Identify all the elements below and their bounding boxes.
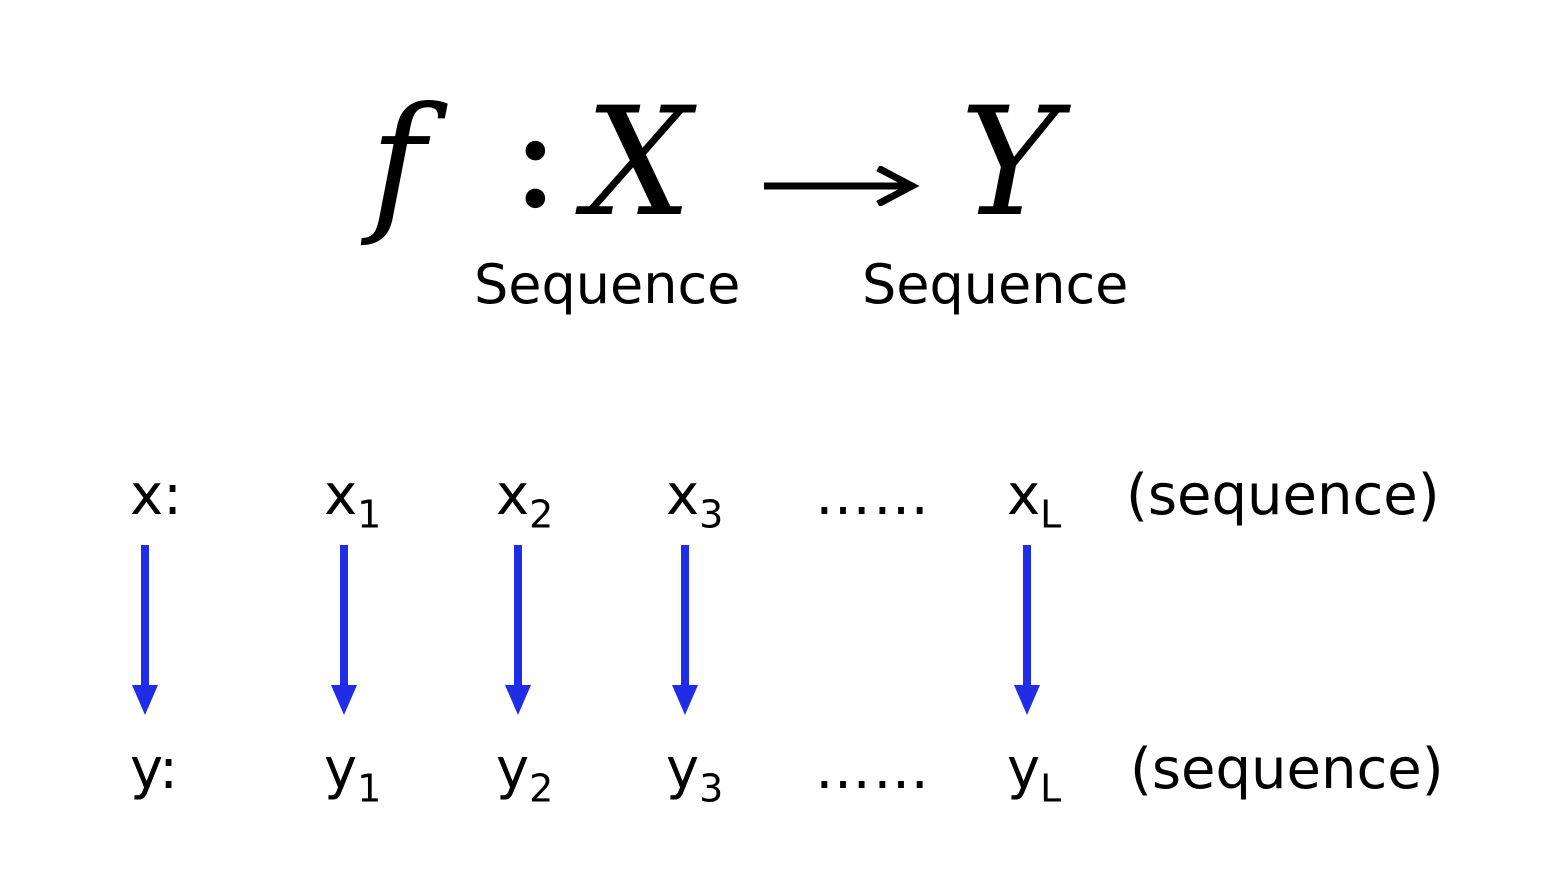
output-token: y1: [324, 737, 382, 811]
domain-label: Sequence: [474, 253, 741, 316]
domain-symbol: X: [585, 76, 692, 250]
input-row-label: x:: [130, 463, 183, 528]
function-symbol: f: [370, 76, 426, 250]
input-token: x3: [666, 463, 724, 537]
input-sequence-note: (sequence): [1126, 463, 1440, 528]
down-arrow-icon: [1014, 545, 1040, 715]
input-token: x2: [496, 463, 554, 537]
codomain-symbol: Y: [960, 76, 1060, 250]
maps-to-arrow-icon: [764, 166, 920, 206]
input-token: xL: [1007, 463, 1062, 537]
down-arrow-icon: [505, 545, 531, 715]
input-token: x1: [324, 463, 382, 537]
colon-symbol: :: [510, 68, 561, 242]
output-sequence-note: (sequence): [1130, 737, 1444, 802]
input-ellipsis: ……: [815, 463, 931, 528]
output-token: y3: [666, 737, 724, 811]
output-ellipsis: ……: [815, 737, 931, 802]
output-row-label: y:: [130, 737, 178, 802]
down-arrow-icon: [132, 545, 158, 715]
down-arrow-icon: [331, 545, 357, 715]
mapping-formula: f : X Y: [360, 78, 1080, 278]
output-token: yL: [1007, 737, 1062, 811]
down-arrow-icon: [672, 545, 698, 715]
codomain-label: Sequence: [862, 253, 1129, 316]
output-token: y2: [496, 737, 554, 811]
